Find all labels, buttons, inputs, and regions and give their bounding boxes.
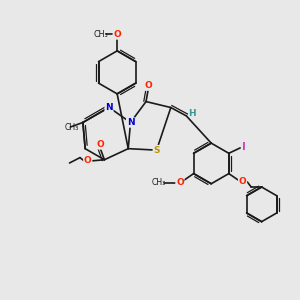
Text: N: N	[105, 103, 113, 112]
Text: O: O	[113, 30, 121, 39]
Text: O: O	[96, 140, 104, 149]
Text: CH₃: CH₃	[65, 123, 79, 132]
Text: I: I	[242, 142, 246, 152]
Text: O: O	[84, 156, 92, 165]
Text: O: O	[239, 178, 246, 187]
Text: CH₃: CH₃	[151, 178, 166, 187]
Text: S: S	[153, 146, 160, 154]
Text: H: H	[188, 109, 196, 118]
Text: N: N	[127, 118, 134, 127]
Text: O: O	[144, 81, 152, 90]
Text: O: O	[176, 178, 184, 187]
Text: CH₃: CH₃	[93, 30, 108, 39]
